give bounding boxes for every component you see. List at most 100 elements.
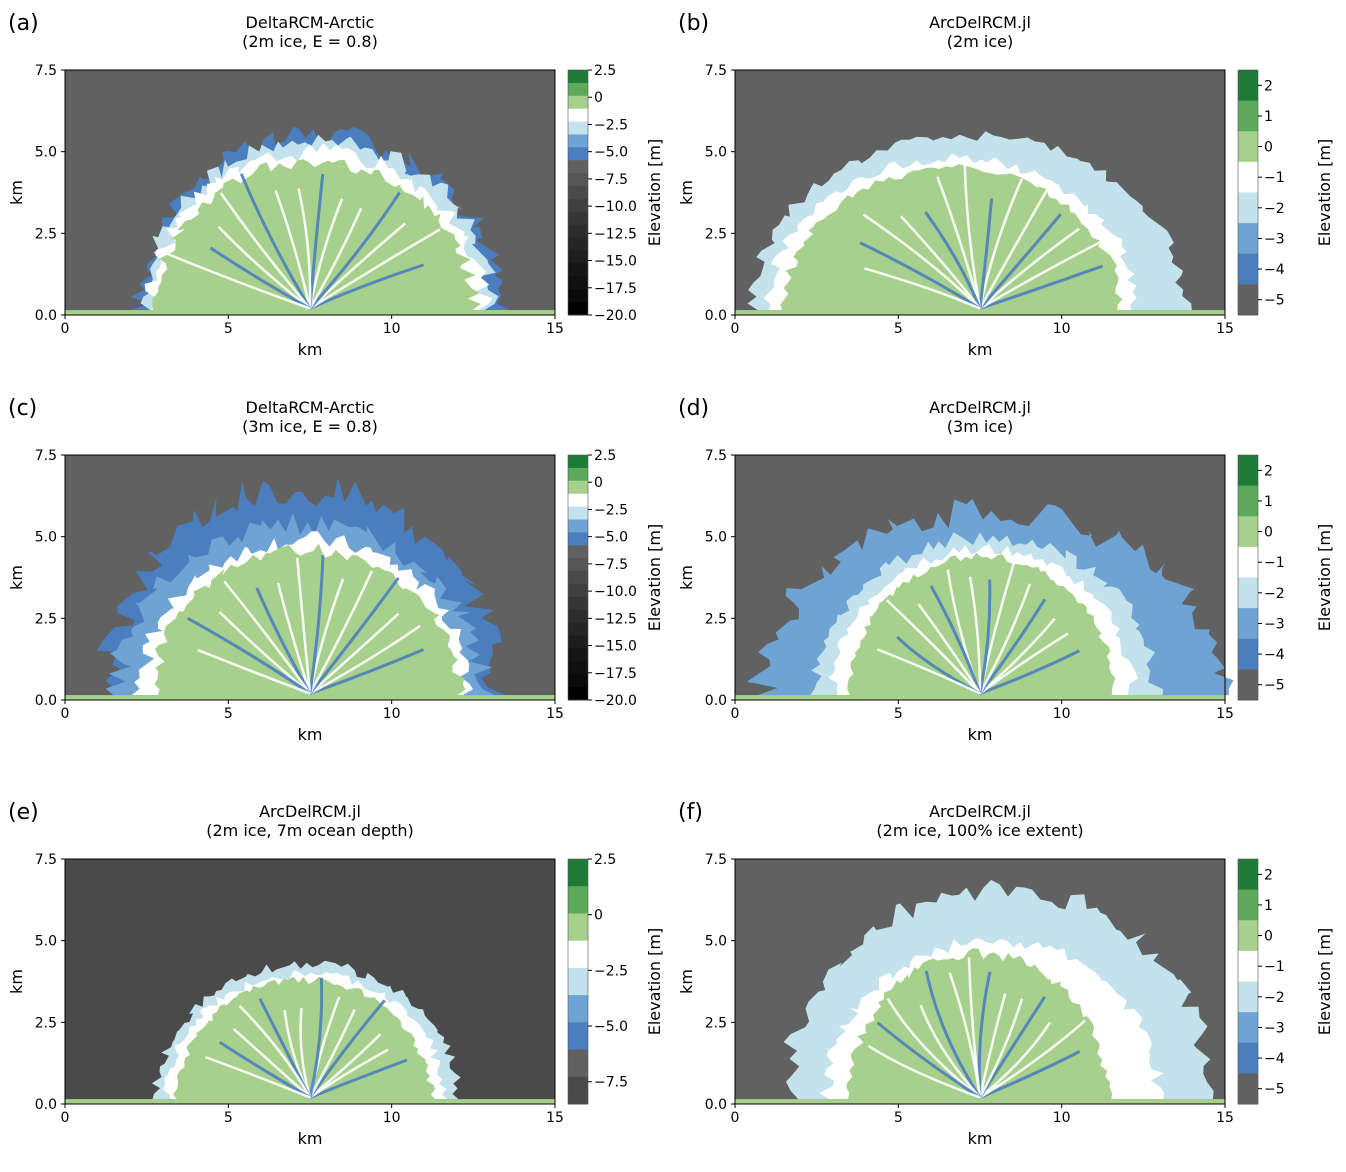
distributary-channel — [163, 251, 311, 310]
colorbar-tick-label: −1 — [1264, 555, 1285, 571]
colorbar-tick-label: 0 — [1264, 525, 1273, 541]
colorbar-tick-label: −5 — [1264, 1082, 1285, 1098]
colorbar-segment — [568, 121, 588, 135]
colorbar-segment — [568, 302, 588, 316]
colorbar-label: Elevation [m] — [645, 524, 664, 631]
colorbar-segment — [1238, 253, 1258, 285]
distributary-channel — [308, 577, 400, 695]
distributary-channel — [239, 173, 312, 310]
shore-strip — [65, 310, 555, 315]
delta-zone — [780, 164, 1123, 311]
colorbar-segment — [568, 263, 588, 277]
distributary-channel — [979, 1021, 1051, 1099]
y-tick-label: 7.5 — [705, 448, 727, 464]
colorbar-segment — [568, 913, 588, 942]
distributary-channel — [309, 624, 421, 695]
colorbar-segment — [568, 661, 588, 675]
colorbar-segment — [568, 506, 588, 520]
distributary-channel — [978, 998, 1024, 1099]
colorbar-label: Elevation [m] — [1315, 139, 1334, 246]
colorbar-tick-label: 2.5 — [594, 63, 616, 79]
y-tick-label: 5.0 — [35, 145, 57, 161]
colorbar-tick-label: −2 — [1264, 586, 1285, 602]
colorbar-tick-label: 1 — [1264, 898, 1273, 914]
colorbar-tick-label: 2 — [1264, 463, 1273, 479]
chart-svg: (c) DeltaRCM-Arctic(3m ice, E = 0.8) 0 5 10 1… — [7, 396, 664, 744]
colorbar-segment — [1238, 1012, 1258, 1044]
panel-label: (a) — [8, 11, 39, 36]
y-axis-label: km — [7, 180, 26, 205]
colorbar-label: Elevation [m] — [1315, 928, 1334, 1035]
colorbar-tick-label: −4 — [1264, 647, 1285, 663]
colorbar-segment — [568, 82, 588, 97]
colorbar-segment — [1238, 859, 1258, 891]
x-tick-label: 15 — [1216, 321, 1234, 337]
y-tick-label: 0.0 — [705, 693, 727, 709]
colorbar-segment — [1238, 516, 1258, 548]
colorbar-frame — [1237, 858, 1259, 1105]
distributary-channel — [218, 1040, 311, 1099]
x-tick-label: 10 — [383, 321, 401, 337]
colorbar-frame — [567, 858, 589, 1105]
y-tick-label: 2.5 — [705, 1015, 727, 1031]
delta-zone — [847, 552, 1116, 696]
chart-subtitle: (2m ice) — [947, 32, 1013, 51]
colorbar-segment — [568, 95, 588, 110]
distributary-channel — [255, 587, 312, 695]
colorbar-segment — [1238, 669, 1258, 701]
distributary-channel — [308, 570, 374, 695]
distributary-channel — [885, 599, 981, 695]
colorbar-tick-label: −17.5 — [594, 666, 637, 682]
x-tick-label: 10 — [383, 1110, 401, 1126]
y-tick-label: 7.5 — [35, 448, 57, 464]
x-tick-label: 0 — [731, 706, 740, 722]
panel-label: (f) — [678, 800, 703, 825]
colorbar-segment — [568, 173, 588, 187]
colorbar-tick-label: −2.5 — [594, 117, 628, 133]
colorbar-segment — [1238, 70, 1258, 102]
chart-title: DeltaRCM-Arctic — [246, 398, 375, 417]
y-axis-label: km — [677, 565, 696, 590]
chart-subtitle: (2m ice, 7m ocean depth) — [206, 821, 413, 840]
y-tick-label: 0.0 — [35, 308, 57, 324]
colorbar-segment — [1238, 192, 1258, 224]
colorbar-segment — [1238, 638, 1258, 670]
distributary-channel — [978, 213, 1063, 310]
chart-title: ArcDelRCM.jl — [929, 398, 1031, 417]
colorbar-tick-label: −20.0 — [594, 693, 637, 709]
colorbar-tick-label: −2 — [1264, 990, 1285, 1006]
y-tick-label: 5.0 — [705, 530, 727, 546]
distributary-channel — [919, 1004, 981, 1099]
y-tick-label: 0.0 — [705, 308, 727, 324]
distributary-channel — [979, 227, 1080, 310]
colorbar-segment — [568, 532, 588, 546]
y-tick-label: 7.5 — [705, 63, 727, 79]
chart-title: ArcDelRCM.jl — [929, 802, 1031, 821]
panel-b: (b) ArcDelRCM.jl (2m ice) 0 5 10 15 0.0 2.5 5.0 7.… — [670, 0, 1343, 383]
plot-frame — [734, 454, 1226, 701]
colorbar-segment — [568, 237, 588, 252]
chart-svg: (b) ArcDelRCM.jl(2m ice)0 5 10 150.02.55.07.… — [677, 11, 1334, 359]
colorbar-tick-label: 2 — [1264, 867, 1273, 883]
colorbar-tick-label: −7.5 — [594, 1075, 628, 1091]
colorbar-segment — [568, 687, 588, 701]
y-tick-label: 2.5 — [705, 611, 727, 627]
colorbar-tick-label: −5.0 — [594, 1019, 628, 1035]
panel-c: (c) DeltaRCM-Arctic (3m ice, E = 0.8) 0 5 10 1… — [0, 385, 673, 768]
plot-frame — [734, 858, 1226, 1105]
colorbar-tick-label: −4 — [1264, 1051, 1285, 1067]
distributary-channel — [274, 190, 312, 309]
colorbar-segment — [568, 455, 588, 469]
colorbar-tick-label: −2.5 — [594, 963, 628, 979]
distributary-channel — [232, 1027, 311, 1099]
distributary-channel — [899, 215, 981, 310]
colorbar-segment — [568, 1076, 588, 1105]
y-axis-label: km — [7, 969, 26, 994]
y-tick-label: 2.5 — [35, 611, 57, 627]
colorbar-tick-label: −2 — [1264, 201, 1285, 217]
colorbar-segment — [1238, 608, 1258, 640]
colorbar-tick-label: −1 — [1264, 959, 1285, 975]
x-tick-label: 5 — [224, 321, 233, 337]
shore-strip — [735, 695, 1225, 700]
distributary-channel — [979, 1019, 1086, 1099]
